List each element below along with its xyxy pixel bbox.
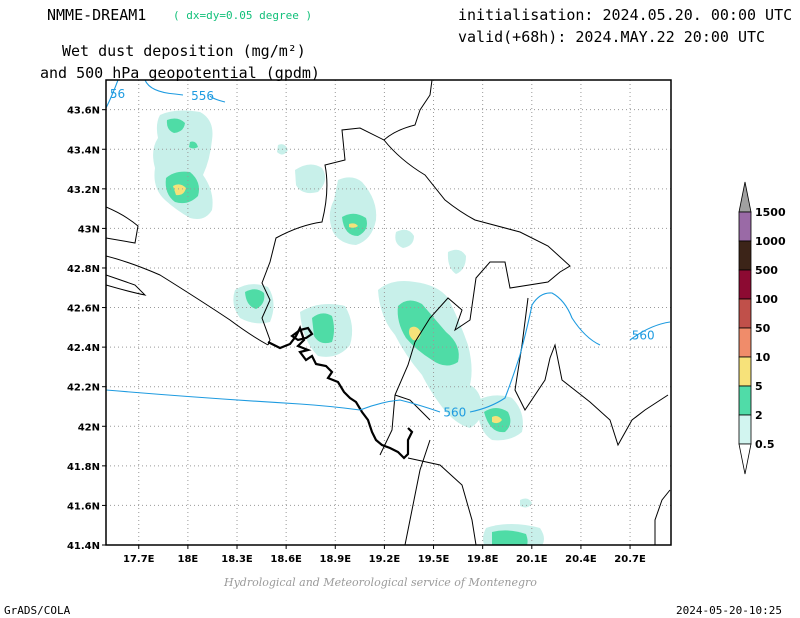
contour-560 <box>106 389 441 413</box>
lon-tick-label: 18.3E <box>221 554 253 565</box>
legend-level-label: 1000 <box>755 235 786 248</box>
graticule <box>106 80 671 546</box>
lon-tick-label: 19.2E <box>369 554 401 565</box>
legend-arrow-bottom <box>738 443 752 475</box>
initialisation-time: initialisation: 2024.05.20. 00:00 UTC <box>458 6 793 24</box>
country-borders <box>106 80 671 545</box>
lon-tick-label: 17.7E <box>123 554 155 565</box>
lon-tick-label: 20.1E <box>516 554 548 565</box>
legend-swatch <box>738 327 752 358</box>
dust-area-5 <box>349 223 358 228</box>
lon-tick-label: 18E <box>178 554 199 565</box>
lat-tick-label: 42.6N <box>67 304 100 315</box>
lon-tick-label: 20.7E <box>614 554 646 565</box>
contour-56x <box>106 80 119 109</box>
render-timestamp: 2024-05-20-10:25 <box>676 604 782 617</box>
legend-swatch <box>738 356 752 387</box>
map-title-line-2: and 500 hPa geopotential (gpdm) <box>40 64 320 82</box>
resolution-note: ( dx=dy=0.05 degree ) <box>173 9 313 22</box>
legend-swatch <box>738 211 752 242</box>
dust-area-0-5 <box>295 164 326 194</box>
legend-swatch <box>738 240 752 271</box>
legend-level-label: 1500 <box>755 206 786 219</box>
dust-area-2 <box>492 530 528 545</box>
dust-area-2 <box>312 313 334 344</box>
contour-556 <box>144 80 184 96</box>
legend-level-label: 5 <box>755 380 763 393</box>
map-title-line-1: Wet dust deposition (mg/m²) <box>62 42 306 60</box>
legend-swatch <box>738 414 752 445</box>
dust-area-0-5 <box>447 249 466 274</box>
contour-label: 556 <box>191 89 214 103</box>
lon-tick-label: 19.5E <box>418 554 450 565</box>
legend-arrow-top <box>738 181 752 213</box>
contour-label: 560 <box>632 328 655 342</box>
geopotential-contours <box>106 80 671 413</box>
dust-area-5 <box>492 416 502 424</box>
dust-deposition-field <box>153 110 544 545</box>
legend-swatch <box>738 298 752 329</box>
lat-tick-label: 42.2N <box>67 383 100 394</box>
legend-level-label: 10 <box>755 351 771 364</box>
dust-area-5 <box>173 184 186 196</box>
plot-frame <box>105 79 672 546</box>
lon-tick-label: 18.6E <box>270 554 302 565</box>
legend-level-label: 2 <box>755 409 763 422</box>
lon-tick-label: 19.8E <box>467 554 499 565</box>
contour-560 <box>469 292 601 413</box>
contour-560 <box>629 321 671 341</box>
lon-tick-label: 20.4E <box>565 554 597 565</box>
dust-area-2 <box>189 141 198 149</box>
color-legend: 0.5 2 5 10 50 100 500 1000 1500 <box>738 181 786 475</box>
lat-tick-label: 42.4N <box>67 343 100 354</box>
lon-tick-label: 18.9E <box>320 554 352 565</box>
lat-tick-label: 43N <box>78 224 100 235</box>
coastline <box>267 325 414 460</box>
legend-level-label: 50 <box>755 322 771 335</box>
valid-time: valid(+68h): 2024.MAY.22 20:00 UTC <box>458 28 766 46</box>
lat-tick-label: 43.6N <box>67 106 100 117</box>
lat-tick-label: 41.6N <box>67 501 100 512</box>
contour-556 <box>209 95 226 103</box>
legend-swatch <box>738 385 752 416</box>
dust-area-2 <box>166 118 185 133</box>
lat-tick-label: 43.4N <box>67 145 100 156</box>
dust-area-0-5 <box>395 229 414 248</box>
dust-area-2 <box>245 289 265 309</box>
lat-tick-label: 42N <box>78 422 100 433</box>
dust-area-2 <box>397 300 459 366</box>
lat-tick-label: 41.4N <box>67 541 100 552</box>
credit-text: Hydrological and Meteorological service … <box>224 576 537 589</box>
contour-label: 560 <box>443 405 466 419</box>
model-name: NMME-DREAM1 <box>47 6 147 24</box>
contour-label: 56 <box>110 87 125 101</box>
legend-level-label: 0.5 <box>755 438 775 451</box>
legend-level-label: 100 <box>755 293 778 306</box>
lat-tick-label: 43.2N <box>67 185 100 196</box>
axis-labels: 17.7E 18E 18.3E 18.6E 18.9E 19.2E 19.5E 19.8E 20… <box>67 106 646 565</box>
dust-area-0-5 <box>520 498 532 508</box>
legend-swatch <box>738 269 752 300</box>
lat-tick-label: 42.8N <box>67 264 100 275</box>
contour-labels: 556 560 560 56 <box>110 87 655 420</box>
lat-tick-label: 41.8N <box>67 462 100 473</box>
software-label: GrADS/COLA <box>4 604 71 617</box>
legend-level-label: 500 <box>755 264 778 277</box>
